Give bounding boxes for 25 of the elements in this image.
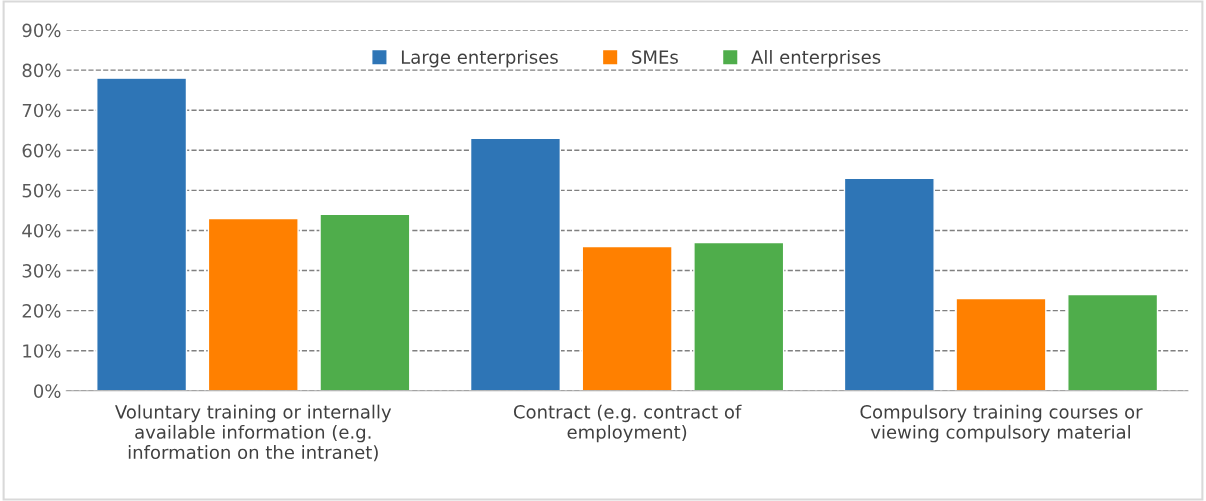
y-tick-label: 20% <box>22 304 61 318</box>
bar <box>96 77 188 391</box>
y-tick-label: 40% <box>22 223 61 238</box>
y-tick-label: 0% <box>34 384 61 398</box>
bar <box>581 245 673 391</box>
legend-label: Large enterprises <box>401 49 558 68</box>
x-tick-label: Compulsory training courses or viewing compulsory material <box>860 404 1143 443</box>
bar <box>1067 293 1159 391</box>
y-tick-label: 80% <box>22 63 61 78</box>
bar <box>469 137 562 391</box>
y-tick-label: 70% <box>22 103 61 118</box>
bar <box>207 217 299 391</box>
bar <box>955 297 1047 391</box>
bar <box>319 213 411 391</box>
bar <box>843 177 935 391</box>
legend-label: SMEs <box>632 50 678 64</box>
y-tick-label: 90% <box>22 23 61 38</box>
legend-label: All enterprises <box>751 49 881 68</box>
y-tick-label: 30% <box>22 264 61 278</box>
y-tick-label: 60% <box>22 143 61 158</box>
y-tick-label: 10% <box>23 344 61 358</box>
bar <box>693 241 785 391</box>
x-tick-label: Contract (e.g. contract of employment) <box>513 404 742 443</box>
y-tick-label: 50% <box>22 183 61 198</box>
x-tick-label: Voluntary training or internally available information (e.g. information on the intranet) <box>115 404 392 462</box>
